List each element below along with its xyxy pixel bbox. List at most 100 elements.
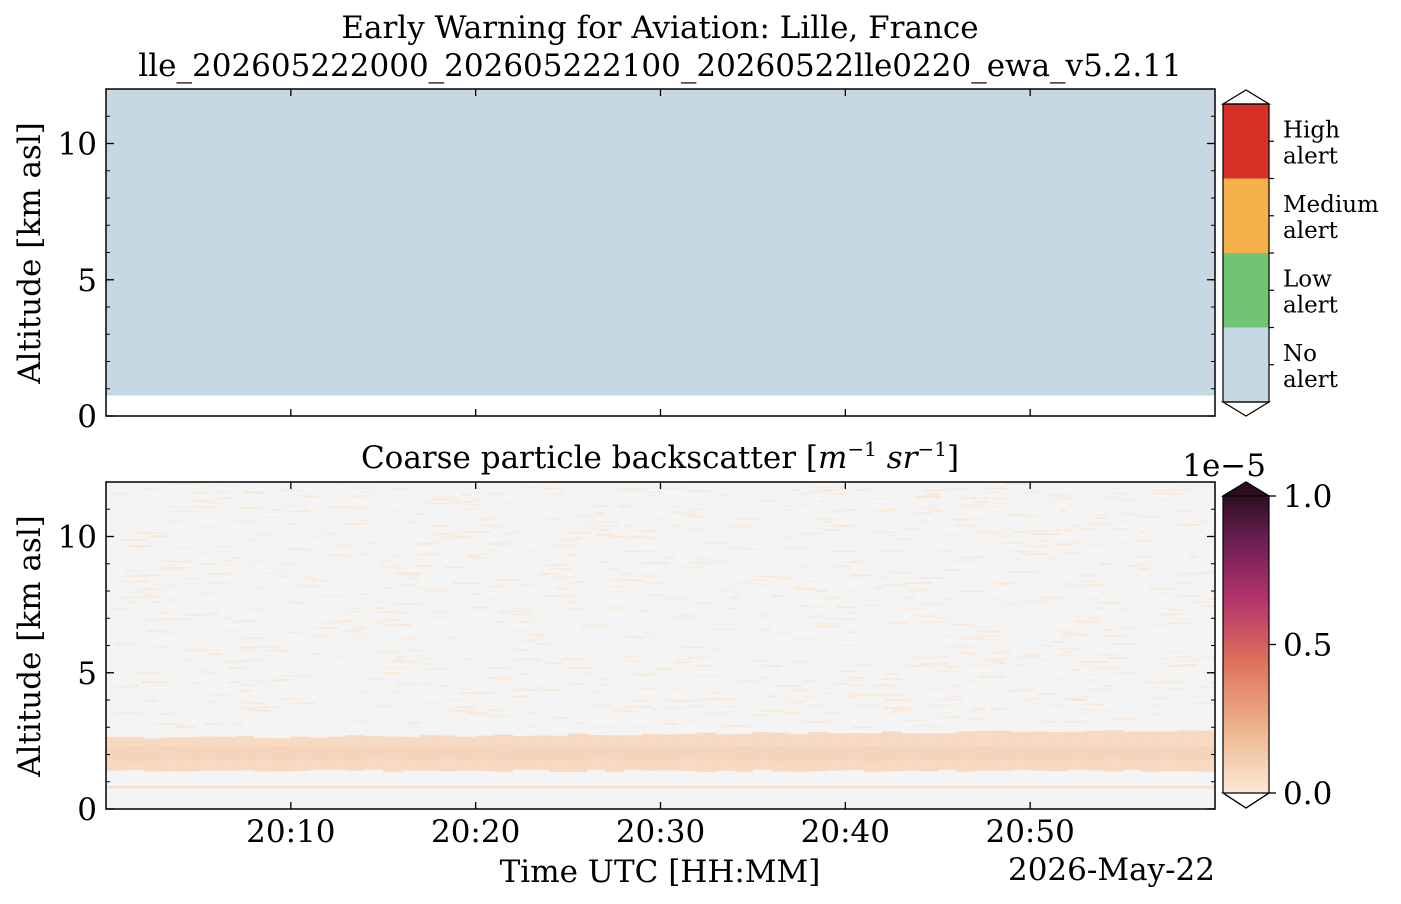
noise-streak bbox=[920, 506, 939, 509]
noise-streak bbox=[790, 488, 800, 491]
noise-streak bbox=[1092, 607, 1104, 609]
noise-streak bbox=[157, 633, 184, 635]
noise-streak bbox=[971, 707, 986, 710]
noise-streak bbox=[1102, 562, 1114, 565]
noise-streak bbox=[1022, 553, 1046, 556]
noise-streak bbox=[536, 643, 551, 645]
noise-streak bbox=[530, 617, 541, 620]
noise-streak bbox=[664, 556, 676, 559]
aerosol-layer-core bbox=[568, 746, 588, 761]
noise-streak bbox=[947, 666, 955, 668]
noise-streak bbox=[179, 577, 206, 580]
noise-streak bbox=[723, 547, 751, 550]
noise-streak bbox=[488, 677, 511, 679]
noise-streak bbox=[1063, 697, 1085, 700]
noise-streak bbox=[202, 594, 210, 597]
noise-streak bbox=[398, 623, 409, 626]
noise-streak bbox=[622, 572, 636, 575]
noise-streak bbox=[905, 596, 916, 599]
aerosol-layer-core bbox=[438, 745, 458, 759]
noise-streak bbox=[1147, 588, 1175, 590]
noise-streak bbox=[429, 525, 451, 527]
noise-streak bbox=[920, 489, 949, 492]
noise-streak bbox=[1168, 688, 1183, 690]
noise-streak bbox=[641, 562, 670, 564]
aerosol-layer-core bbox=[697, 747, 717, 759]
noise-streak bbox=[1111, 718, 1136, 720]
noise-streak bbox=[715, 591, 729, 593]
noise-streak bbox=[486, 715, 512, 717]
noise-streak bbox=[892, 709, 911, 712]
noise-streak bbox=[363, 490, 372, 493]
noise-streak bbox=[974, 638, 1002, 641]
noise-streak bbox=[396, 685, 404, 688]
noise-streak bbox=[166, 618, 193, 620]
noise-streak bbox=[115, 645, 125, 647]
noise-streak bbox=[814, 623, 839, 625]
noise-streak bbox=[541, 689, 564, 691]
noise-streak bbox=[932, 704, 941, 707]
noise-streak bbox=[918, 520, 927, 523]
noise-streak bbox=[113, 686, 137, 688]
noise-streak bbox=[956, 524, 979, 527]
noise-streak bbox=[645, 491, 661, 493]
noise-streak bbox=[893, 538, 916, 541]
noise-streak bbox=[494, 579, 520, 581]
noise-streak bbox=[147, 535, 170, 537]
noise-streak bbox=[547, 493, 566, 496]
noise-streak bbox=[457, 530, 477, 533]
noise-streak bbox=[1194, 521, 1207, 523]
noise-streak bbox=[499, 610, 522, 612]
noise-streak bbox=[423, 499, 436, 502]
noise-streak bbox=[998, 542, 1024, 545]
noise-streak bbox=[987, 631, 1005, 634]
noise-streak bbox=[463, 508, 480, 510]
noise-streak bbox=[168, 520, 182, 522]
colorbar-tick-label: 1.0 bbox=[1283, 479, 1332, 515]
noise-streak bbox=[625, 525, 632, 527]
noise-streak bbox=[468, 554, 478, 556]
noise-streak bbox=[223, 559, 233, 562]
noise-streak bbox=[889, 571, 906, 574]
noise-streak bbox=[1147, 617, 1154, 619]
noise-streak bbox=[1026, 615, 1035, 618]
noise-streak bbox=[189, 682, 202, 684]
noise-streak bbox=[1059, 510, 1067, 512]
noise-streak bbox=[946, 634, 954, 637]
noise-streak bbox=[583, 626, 590, 629]
noise-streak bbox=[1125, 564, 1145, 567]
noise-streak bbox=[358, 598, 370, 600]
noise-streak bbox=[279, 649, 289, 652]
noise-streak bbox=[839, 644, 857, 646]
noise-streak bbox=[1054, 529, 1076, 532]
x-tick-label: 20:50 bbox=[985, 814, 1074, 850]
noise-streak bbox=[941, 569, 961, 571]
aerosol-layer-core bbox=[216, 745, 236, 760]
noise-streak bbox=[600, 641, 614, 644]
noise-streak bbox=[812, 518, 837, 521]
noise-streak bbox=[973, 718, 984, 720]
noise-streak bbox=[516, 608, 535, 610]
noise-streak bbox=[234, 557, 241, 559]
noise-streak bbox=[240, 507, 252, 509]
noise-streak bbox=[1101, 685, 1115, 687]
noise-streak bbox=[736, 582, 758, 585]
noise-streak bbox=[782, 712, 802, 714]
noise-streak bbox=[241, 565, 255, 568]
noise-streak bbox=[980, 657, 1002, 659]
noise-streak bbox=[771, 594, 784, 597]
noise-streak bbox=[346, 495, 367, 498]
backscatter-title: Coarse particle backscatter [m−1 sr−1] bbox=[361, 437, 959, 476]
noise-streak bbox=[969, 680, 981, 682]
noise-streak bbox=[217, 491, 230, 494]
noise-streak bbox=[790, 702, 806, 704]
noise-streak bbox=[1097, 514, 1107, 517]
noise-streak bbox=[827, 493, 846, 495]
noise-streak bbox=[371, 600, 398, 603]
noise-streak bbox=[1022, 491, 1040, 494]
noise-streak bbox=[356, 553, 369, 556]
noise-streak bbox=[971, 497, 980, 500]
noise-streak bbox=[726, 607, 739, 610]
noise-streak bbox=[411, 513, 426, 515]
noise-streak bbox=[473, 714, 491, 716]
